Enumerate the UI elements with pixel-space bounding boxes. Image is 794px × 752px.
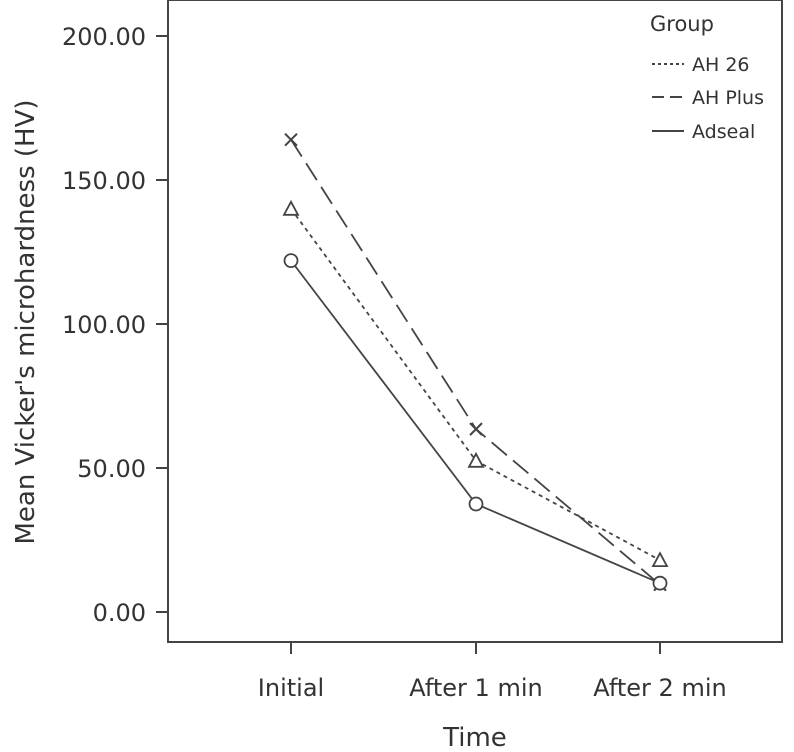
- y-tick-label: 0.00: [93, 599, 146, 627]
- x-tick-label: After 2 min: [593, 674, 726, 702]
- marker-stroke: [284, 132, 298, 147]
- legend-label-adseal: Adseal: [692, 121, 755, 143]
- y-tick-label: 150.00: [62, 167, 146, 195]
- x-axis-title: Time: [442, 723, 507, 752]
- marker-stroke: [469, 422, 483, 436]
- series-line-adseal: [290, 260, 661, 585]
- data-point-ah-26: [467, 451, 485, 468]
- data-point-adseal: [468, 496, 484, 512]
- legend: Group AH 26 AH Plus Adseal: [650, 12, 764, 143]
- series-ah-26: [282, 199, 669, 568]
- data-point-ah-26: [282, 199, 300, 216]
- series-ah-plus: [284, 132, 667, 592]
- y-tick-label: 100.00: [62, 311, 146, 339]
- data-point-ah-plus: [469, 422, 483, 436]
- plot-frame: [167, 0, 783, 643]
- y-axis-title: Mean Vicker's microhardness (HV): [11, 99, 41, 544]
- x-axis: Initial After 1 min After 2 min: [258, 642, 727, 702]
- data-point-ah-26: [651, 551, 669, 568]
- legend-label-ah-plus: AH Plus: [692, 87, 764, 109]
- y-tick-label: 50.00: [77, 455, 146, 483]
- legend-title: Group: [650, 12, 714, 36]
- x-tick-label: Initial: [258, 674, 324, 702]
- legend-label-ah-26: AH 26: [692, 54, 750, 76]
- y-axis: 0.00 50.00 100.00 150.00 200.00: [62, 23, 168, 627]
- series-line-ah-plus: [290, 139, 661, 586]
- data-point-adseal: [652, 575, 668, 591]
- series-adseal: [283, 253, 668, 591]
- x-tick-label: After 1 min: [409, 674, 542, 702]
- data-point-adseal: [283, 253, 299, 269]
- series-layer: [282, 132, 669, 592]
- y-tick-label: 200.00: [62, 23, 146, 51]
- data-point-ah-plus: [284, 132, 298, 147]
